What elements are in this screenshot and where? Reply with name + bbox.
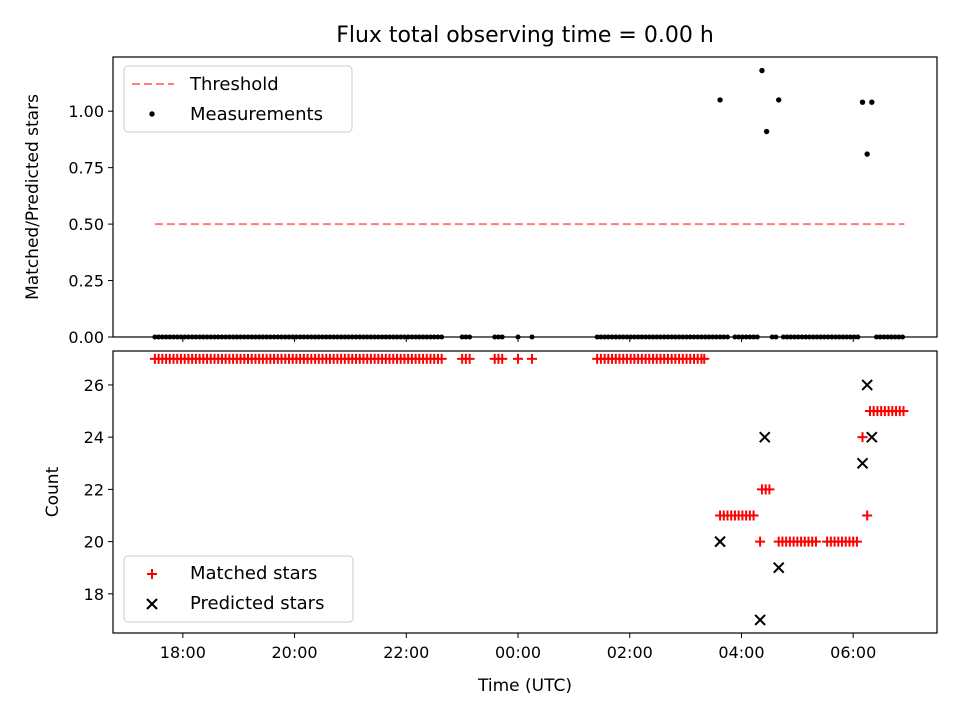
x-tick-label: 02:00: [607, 643, 653, 662]
matched-star-point: [764, 484, 775, 495]
bottom-y-tick-label: 22: [84, 480, 104, 499]
matched-star-point: [851, 536, 862, 547]
top-legend-box: [123, 65, 353, 133]
top-legend: Threshold Measurements: [123, 65, 353, 133]
matched-star-point: [436, 353, 447, 364]
predicted-star-point: [714, 535, 726, 548]
predicted-star-point: [866, 431, 878, 443]
matched-star-point: [748, 510, 759, 521]
measurement-point: [869, 99, 875, 105]
top-y-tick-label: 1.00: [68, 102, 104, 121]
matched-star-point: [898, 406, 909, 417]
matched-star-point: [464, 353, 475, 364]
bottom-y-tick-label: 26: [84, 376, 104, 395]
cross-b: [861, 379, 873, 391]
measurement-point: [859, 99, 866, 105]
x-tick-label: 06:00: [830, 643, 876, 662]
cross-b: [856, 457, 869, 469]
x-tick-label: 22:00: [383, 643, 429, 662]
legend-matched-label: Matched stars: [190, 563, 317, 584]
predicted-star-point: [856, 457, 869, 469]
bottom-y-axis: 18 20 22 24 26: [84, 376, 113, 604]
predicted-star-point: [773, 562, 785, 574]
top-y-tick-label: 0.75: [68, 159, 104, 178]
measurement-point: [776, 97, 782, 103]
measurement-point: [717, 97, 723, 103]
x-axis-label: Time (UTC): [477, 676, 572, 696]
star-count-series: [149, 353, 909, 626]
matched-star-point: [810, 536, 821, 547]
legend-measurements-label: Measurements: [190, 104, 323, 125]
bottom-plot-frame: [112, 350, 938, 634]
predicted-star-point: [759, 431, 771, 443]
bottom-y-tick-label: 24: [84, 428, 104, 447]
legend-matched-plus: [147, 569, 157, 579]
cross-b: [714, 535, 726, 548]
matched-star-point: [862, 510, 873, 521]
top-y-tick-label: 0.25: [68, 272, 104, 291]
measurement-point: [864, 151, 870, 157]
top-y-tick-label: 0.00: [68, 328, 104, 347]
legend-threshold-label: Threshold: [189, 74, 279, 95]
legend-predicted-cross: [146, 598, 158, 610]
bottom-y-tick-label: 20: [84, 533, 104, 552]
bottom-legend: Matched stars Predicted stars: [123, 555, 354, 623]
matched-star-point: [497, 353, 508, 364]
matched-star-point: [857, 432, 868, 443]
cross-b: [773, 562, 785, 574]
predicted-star-point: [754, 614, 766, 626]
cross-b: [146, 598, 158, 610]
chart-title: Flux total observing time = 0.00 h: [336, 23, 714, 48]
bottom-legend-box: [123, 555, 354, 623]
star-count-panel: 18 20 22 24 26 18:00 20:00 22:00 00:00 02:00 04:0…: [43, 337, 938, 696]
top-y-axis: 0.00 0.25 0.50 0.75 1.00: [68, 102, 113, 347]
top-y-axis-label: Matched/Predicted stars: [23, 94, 43, 300]
x-tick-label: 00:00: [495, 643, 541, 662]
x-tick-label: 04:00: [718, 643, 764, 662]
legend-predicted-label: Predicted stars: [190, 593, 324, 614]
matched-star-point: [526, 353, 537, 364]
matched-star-point: [513, 353, 524, 364]
bottom-y-axis-label: Count: [43, 466, 63, 517]
matched-star-point: [699, 353, 710, 364]
cross-b: [866, 431, 878, 443]
x-tick-label: 18:00: [160, 643, 206, 662]
top-y-tick-label: 0.50: [68, 215, 104, 234]
flux-ratio-panel: 0.00 0.25 0.50 0.75 1.00 Matched/Predicted s…: [23, 56, 938, 347]
predicted-star-point: [861, 379, 873, 391]
x-tick-label: 20:00: [272, 643, 318, 662]
legend-predicted-swatch: [146, 598, 158, 610]
top-plot-frame: [112, 56, 938, 338]
x-axis: 18:00 20:00 22:00 00:00 02:00 04:00 06:00: [160, 337, 876, 662]
cross-b: [754, 614, 766, 626]
bottom-y-tick-label: 18: [84, 585, 104, 604]
measurement-point: [763, 128, 770, 135]
cross-b: [759, 431, 771, 443]
legend-measurements-swatch: [149, 111, 155, 117]
matched-star-point: [755, 536, 766, 547]
measurement-point: [759, 67, 765, 74]
legend-matched-swatch: [147, 569, 157, 579]
